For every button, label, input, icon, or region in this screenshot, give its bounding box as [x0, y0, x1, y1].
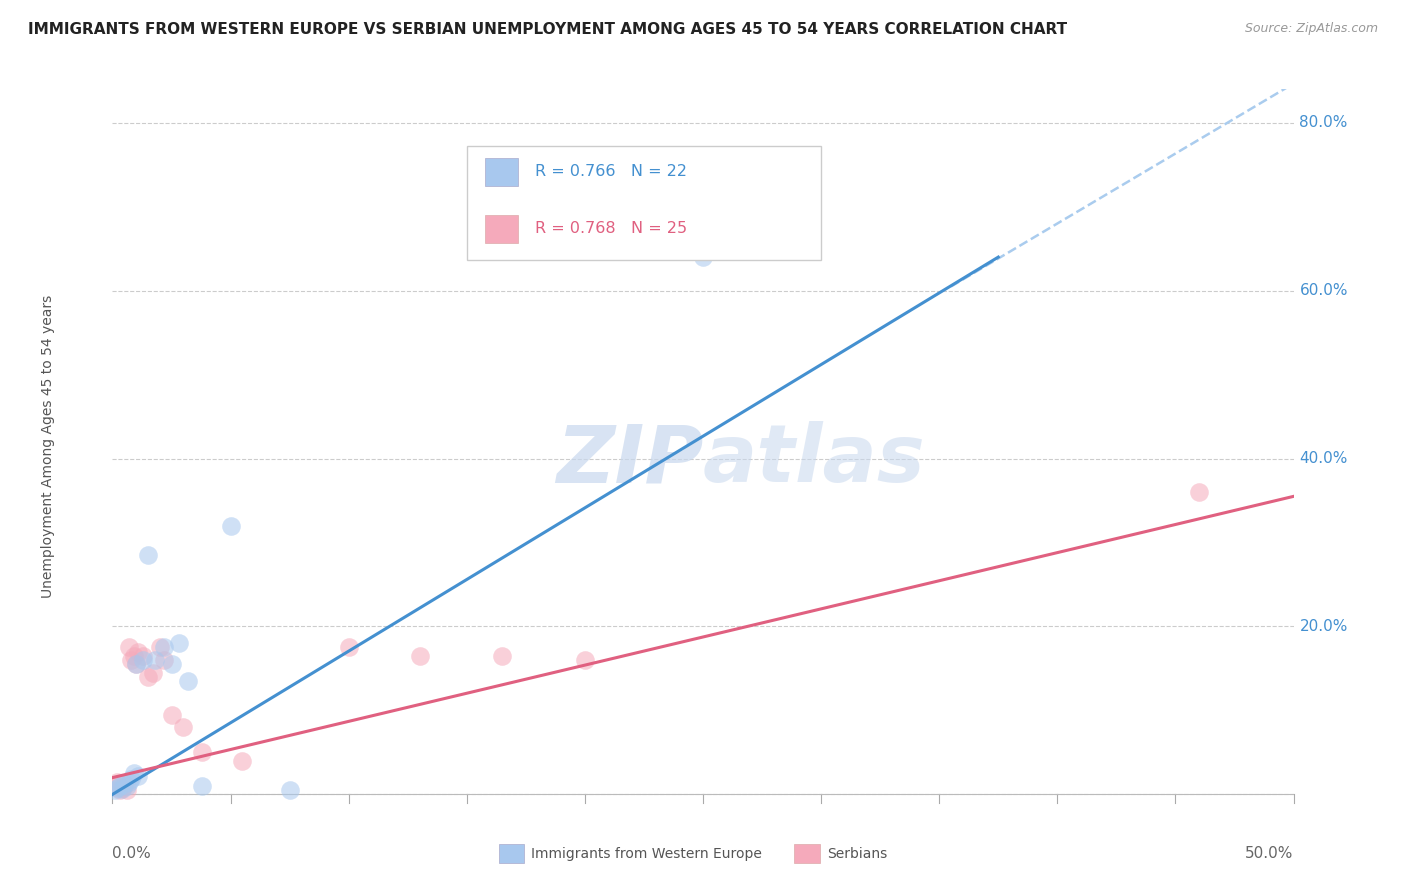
FancyBboxPatch shape — [467, 146, 821, 260]
Text: IMMIGRANTS FROM WESTERN EUROPE VS SERBIAN UNEMPLOYMENT AMONG AGES 45 TO 54 YEARS: IMMIGRANTS FROM WESTERN EUROPE VS SERBIA… — [28, 22, 1067, 37]
Text: 50.0%: 50.0% — [1246, 846, 1294, 861]
Point — [153, 653, 176, 667]
Point — [111, 782, 134, 797]
Text: 40.0%: 40.0% — [1299, 451, 1348, 467]
Point — [127, 769, 149, 783]
Point — [692, 250, 714, 264]
Point — [219, 518, 242, 533]
Point — [120, 772, 142, 787]
Point — [118, 640, 141, 655]
Text: 0.0%: 0.0% — [112, 846, 152, 861]
Text: R = 0.768   N = 25: R = 0.768 N = 25 — [536, 221, 688, 236]
Point — [108, 779, 131, 793]
Point — [115, 783, 138, 797]
Point — [231, 754, 253, 768]
Bar — [485, 215, 517, 243]
Text: 80.0%: 80.0% — [1299, 115, 1348, 130]
Text: Source: ZipAtlas.com: Source: ZipAtlas.com — [1244, 22, 1378, 36]
Point — [108, 783, 131, 797]
Point — [177, 674, 200, 689]
Point — [167, 636, 190, 650]
Point — [574, 653, 596, 667]
Text: Serbians: Serbians — [827, 847, 887, 861]
Point — [115, 779, 138, 793]
Point — [408, 648, 430, 663]
Point — [149, 640, 172, 655]
Point — [127, 645, 149, 659]
Point — [142, 665, 165, 680]
Point — [1188, 485, 1211, 500]
Text: Immigrants from Western Europe: Immigrants from Western Europe — [531, 847, 762, 861]
Point — [153, 640, 176, 655]
Point — [160, 657, 183, 672]
Point — [104, 779, 127, 793]
Text: atlas: atlas — [703, 421, 925, 500]
Point — [491, 648, 513, 663]
Point — [132, 653, 155, 667]
Text: Unemployment Among Ages 45 to 54 years: Unemployment Among Ages 45 to 54 years — [41, 294, 55, 598]
Point — [120, 653, 142, 667]
Point — [125, 657, 148, 672]
Point — [136, 548, 159, 562]
Point — [118, 774, 141, 789]
Point — [132, 648, 155, 663]
Point — [122, 648, 145, 663]
Point — [112, 777, 135, 791]
Point — [112, 779, 135, 793]
Text: R = 0.766   N = 22: R = 0.766 N = 22 — [536, 164, 688, 179]
Text: 20.0%: 20.0% — [1299, 619, 1348, 634]
Text: ZIP: ZIP — [555, 421, 703, 500]
Point — [111, 780, 134, 795]
Point — [125, 657, 148, 672]
Point — [191, 746, 214, 760]
Point — [191, 779, 214, 793]
Point — [104, 783, 127, 797]
Point — [105, 774, 128, 789]
Point — [337, 640, 360, 655]
Point — [143, 653, 166, 667]
Point — [160, 707, 183, 722]
Text: 60.0%: 60.0% — [1299, 283, 1348, 298]
Bar — [485, 158, 517, 186]
Point — [136, 670, 159, 684]
Point — [105, 780, 128, 795]
Point — [172, 720, 194, 734]
Point — [122, 766, 145, 780]
Point — [278, 783, 301, 797]
